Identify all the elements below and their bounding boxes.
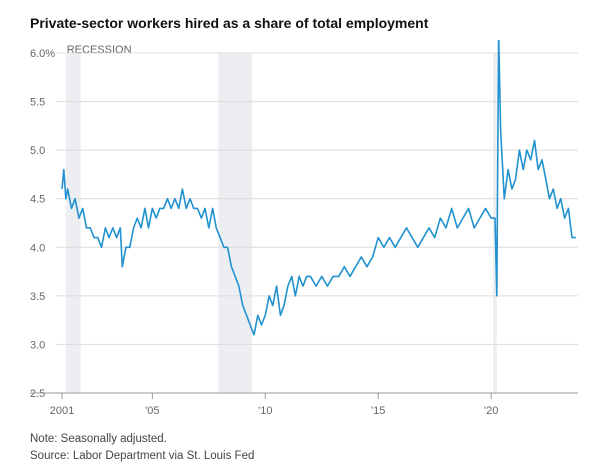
x-tick-label: '20 <box>484 405 498 417</box>
recession-band <box>218 53 253 393</box>
y-tick-label: 4.5 <box>30 194 45 206</box>
y-tick-label: 5.0 <box>30 145 45 157</box>
annotation: RECESSION <box>67 44 132 56</box>
chart-title: Private-sector workers hired as a share … <box>30 15 429 31</box>
y-tick-label: 3.0 <box>30 339 45 351</box>
x-tick-label: '05 <box>145 405 159 417</box>
source: Source: Labor Department via St. Louis F… <box>30 450 254 462</box>
y-tick-label: 2.5 <box>30 388 45 400</box>
y-tick-label: 6.0% <box>30 48 55 60</box>
y-tick-label: 5.5 <box>30 97 45 109</box>
data-line <box>61 40 576 336</box>
x-tick-label: 2001 <box>50 405 74 417</box>
y-tick-label: 3.5 <box>30 291 45 303</box>
note: Note: Seasonally adjusted. <box>30 433 167 445</box>
x-tick-label: '15 <box>371 405 385 417</box>
x-tick-label: '10 <box>258 405 272 417</box>
recession-band <box>65 53 81 393</box>
y-tick-label: 4.0 <box>30 242 45 254</box>
